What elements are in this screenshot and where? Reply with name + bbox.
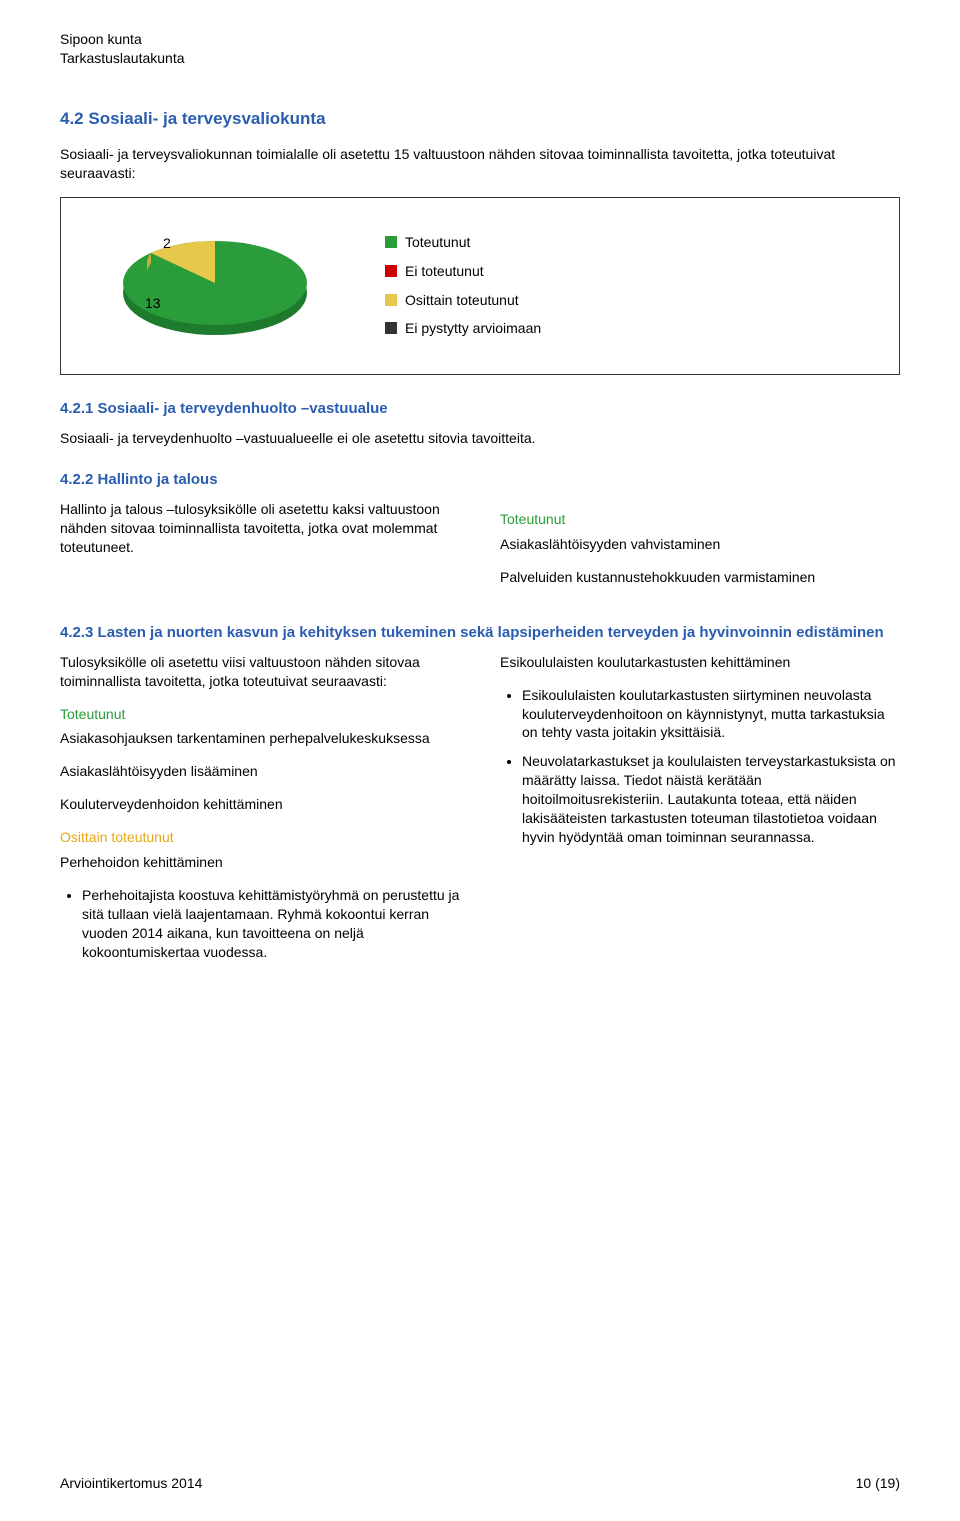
s423-t-item: Asiakasohjauksen tarkentaminen perhepalv… <box>60 729 460 748</box>
section-4-2-1-title: 4.2.1 Sosiaali- ja terveydenhuolto –vast… <box>60 399 900 419</box>
s423-right-bullets: Esikoululaisten koulutarkastusten siirty… <box>500 686 900 847</box>
s423-left-bullets: Perhehoitajista koostuva kehittämistyöry… <box>60 886 460 962</box>
legend-swatch <box>385 322 397 334</box>
section-4-2-2-columns: Hallinto ja talous –tulosyksikölle oli a… <box>60 500 900 601</box>
footer-left: Arviointikertomus 2014 <box>60 1474 202 1493</box>
legend-item: Ei toteutunut <box>385 262 541 281</box>
s423-o-heading: Perhehoidon kehittäminen <box>60 853 460 872</box>
col-left: Hallinto ja talous –tulosyksikölle oli a… <box>60 500 460 601</box>
pie-svg <box>100 221 330 351</box>
legend-item: Osittain toteutunut <box>385 291 541 310</box>
header-org: Sipoon kunta <box>60 30 900 49</box>
legend-item: Ei pystytty arvioimaan <box>385 319 541 338</box>
col-right: Toteutunut Asiakaslähtöisyyden vahvistam… <box>500 500 900 601</box>
col-left: Tulosyksikölle oli asetettu viisi valtuu… <box>60 653 460 974</box>
legend-label: Ei toteutunut <box>405 262 484 281</box>
header-unit: Tarkastuslautakunta <box>60 49 900 68</box>
legend-swatch <box>385 294 397 306</box>
s423-right-heading: Esikoululaisten koulutarkastusten kehitt… <box>500 653 900 672</box>
section-4-2-title: 4.2 Sosiaali- ja terveysvaliokunta <box>60 108 900 131</box>
legend-label: Ei pystytty arvioimaan <box>405 319 541 338</box>
status-toteutunut: Toteutunut <box>60 705 460 724</box>
footer-right: 10 (19) <box>856 1474 900 1493</box>
page-footer: Arviointikertomus 2014 10 (19) <box>60 1474 900 1493</box>
s422-right-item: Asiakaslähtöisyyden vahvistaminen <box>500 535 900 554</box>
legend-label: Toteutunut <box>405 233 470 252</box>
pie-label-big: 13 <box>145 294 161 313</box>
legend-label: Osittain toteutunut <box>405 291 519 310</box>
section-4-2-2-title: 4.2.2 Hallinto ja talous <box>60 470 900 490</box>
s422-left: Hallinto ja talous –tulosyksikölle oli a… <box>60 500 460 557</box>
section-4-2-intro: Sosiaali- ja terveysvaliokunnan toimiala… <box>60 145 900 183</box>
section-4-2-3-title: 4.2.3 Lasten ja nuorten kasvun ja kehity… <box>60 623 900 643</box>
pie-legend: Toteutunut Ei toteutunut Osittain toteut… <box>385 233 541 339</box>
section-4-2-1-body: Sosiaali- ja terveydenhuolto –vastuualue… <box>60 429 900 448</box>
pie-chart-container: 2 13 Toteutunut Ei toteutunut Osittain t… <box>60 197 900 375</box>
s422-right-item: Palveluiden kustannustehokkuuden varmist… <box>500 568 900 587</box>
s423-left-intro: Tulosyksikölle oli asetettu viisi valtuu… <box>60 653 460 691</box>
list-item: Perhehoitajista koostuva kehittämistyöry… <box>82 886 460 962</box>
list-item: Neuvolatarkastukset ja koululaisten terv… <box>522 752 900 846</box>
col-right: Esikoululaisten koulutarkastusten kehitt… <box>500 653 900 974</box>
pie-label-small: 2 <box>163 234 171 253</box>
legend-swatch <box>385 236 397 248</box>
status-osittain: Osittain toteutunut <box>60 828 460 847</box>
legend-item: Toteutunut <box>385 233 541 252</box>
pie-chart: 2 13 <box>85 216 345 356</box>
s423-t-item: Asiakaslähtöisyyden lisääminen <box>60 762 460 781</box>
page-header: Sipoon kunta Tarkastuslautakunta <box>60 30 900 68</box>
section-4-2-3-columns: Tulosyksikölle oli asetettu viisi valtuu… <box>60 653 900 974</box>
s423-t-item: Kouluterveydenhoidon kehittäminen <box>60 795 460 814</box>
status-toteutunut: Toteutunut <box>500 510 900 529</box>
list-item: Esikoululaisten koulutarkastusten siirty… <box>522 686 900 743</box>
legend-swatch <box>385 265 397 277</box>
